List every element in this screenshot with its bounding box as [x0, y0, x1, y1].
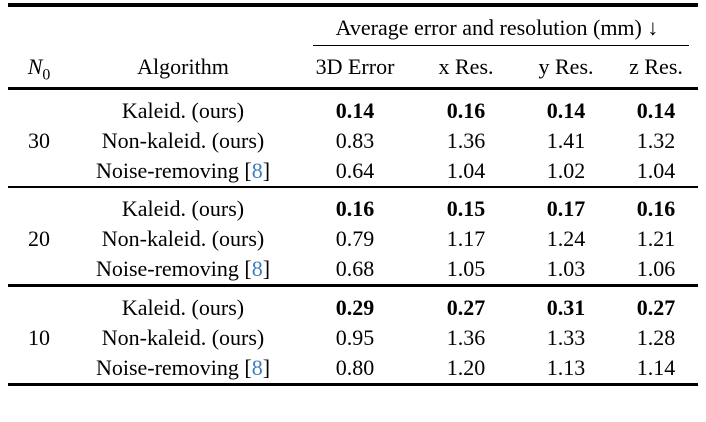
column-header-row: N0 Algorithm 3D Error x Res. y Res. z Re…: [8, 46, 698, 87]
value-3d-error: 0.68: [335, 256, 375, 281]
value-z-res: 1.06: [636, 256, 676, 281]
header-midrule: [8, 87, 698, 90]
n0-value: 30: [28, 127, 50, 153]
value-z-res: 0.14: [636, 97, 676, 123]
algorithm-cell: Noise-removing [8]: [70, 254, 296, 284]
citation-bracket: ]: [262, 354, 271, 380]
value-y-res: 1.41: [546, 127, 586, 153]
value-y-res: 0.17: [546, 196, 586, 221]
group-separator-rule: [8, 185, 698, 188]
value-x-res: 1.20: [446, 354, 486, 380]
algorithm-label: Kaleid. (ours): [121, 196, 245, 221]
value-z-res: 0.27: [636, 294, 676, 320]
value-3d-error: 0.29: [335, 294, 375, 320]
column-header-algorithm: Algorithm: [137, 53, 229, 79]
n0-symbol: N: [27, 53, 43, 79]
column-header-y-res: y Res.: [538, 53, 594, 79]
citation-link-8[interactable]: 8: [251, 354, 263, 380]
algorithm-cell: Kaleid. (ours): [70, 194, 296, 224]
value-y-res: 1.33: [546, 324, 586, 350]
citation-link-8[interactable]: 8: [251, 256, 263, 281]
algorithm-label: Noise-removing: [95, 256, 239, 281]
value-3d-error: 0.16: [335, 196, 375, 221]
span-header: Average error and resolution (mm) ↓: [335, 14, 659, 40]
algorithm-label: Noise-removing: [95, 157, 239, 183]
value-3d-error: 0.83: [335, 127, 375, 153]
algorithm-label: Noise-removing: [95, 354, 239, 380]
algorithm-cell: Noise-removing [8]: [70, 156, 296, 186]
value-y-res: 0.14: [546, 97, 586, 123]
value-3d-error: 0.79: [335, 226, 375, 251]
group-separator-rule: [8, 284, 698, 287]
value-x-res: 1.36: [446, 127, 486, 153]
citation-bracket: [: [244, 354, 252, 380]
algorithm-label: Kaleid. (ours): [121, 294, 245, 320]
value-x-res: 1.36: [446, 324, 486, 350]
bottom-rule: [8, 382, 698, 386]
group-n20: 20 Kaleid. (ours) 0.16 0.15 0.17 0.16 No…: [8, 188, 698, 284]
algorithm-cell: Noise-removing [8]: [70, 353, 296, 383]
column-header-n0: N0: [8, 46, 70, 87]
algorithm-label: Non-kaleid. (ours): [101, 324, 265, 350]
value-x-res: 1.05: [446, 256, 486, 281]
n0-subscript: 0: [42, 65, 51, 83]
cmidrule: [313, 44, 689, 46]
citation-bracket: ]: [262, 157, 271, 183]
value-z-res: 1.32: [636, 127, 676, 153]
value-y-res: 1.02: [546, 157, 586, 183]
algorithm-cell: Kaleid. (ours): [70, 96, 296, 126]
group-n10: 10 Kaleid. (ours) 0.29 0.27 0.31 0.27 No…: [8, 287, 698, 383]
value-z-res: 1.14: [636, 354, 676, 380]
citation-bracket: ]: [262, 256, 271, 281]
value-z-res: 1.04: [636, 157, 676, 183]
n0-value: 10: [28, 324, 50, 350]
span-header-row: Average error and resolution (mm) ↓: [8, 7, 698, 45]
column-header-x-res: x Res.: [438, 53, 494, 79]
value-z-res: 1.28: [636, 324, 676, 350]
value-x-res: 1.04: [446, 157, 486, 183]
citation-bracket: [: [244, 157, 252, 183]
top-rule: [8, 3, 698, 7]
value-z-res: 1.21: [636, 226, 676, 251]
value-x-res: 0.15: [446, 196, 486, 221]
value-x-res: 1.17: [446, 226, 486, 251]
value-x-res: 0.16: [446, 97, 486, 123]
algorithm-cell: Non-kaleid. (ours): [70, 224, 296, 254]
algorithm-cell: Kaleid. (ours): [70, 293, 296, 323]
algorithm-cell: Non-kaleid. (ours): [70, 126, 296, 156]
algorithm-cell: Non-kaleid. (ours): [70, 323, 296, 353]
algorithm-label: Non-kaleid. (ours): [101, 226, 265, 251]
citation-bracket: [: [244, 256, 252, 281]
algorithm-label: Non-kaleid. (ours): [101, 127, 265, 153]
value-x-res: 0.27: [446, 294, 486, 320]
value-y-res: 1.24: [546, 226, 586, 251]
value-y-res: 0.31: [546, 294, 586, 320]
n0-value: 20: [28, 226, 50, 251]
value-y-res: 1.03: [546, 256, 586, 281]
value-z-res: 0.16: [636, 196, 676, 221]
value-3d-error: 0.14: [335, 97, 375, 123]
value-3d-error: 0.95: [335, 324, 375, 350]
value-y-res: 1.13: [546, 354, 586, 380]
value-3d-error: 0.64: [335, 157, 375, 183]
group-n30: 30 Kaleid. (ours) 0.14 0.16 0.14 0.14 No…: [8, 90, 698, 186]
results-table: Average error and resolution (mm) ↓ N0 A…: [8, 3, 698, 386]
column-header-z-res: z Res.: [629, 53, 683, 79]
citation-link-8[interactable]: 8: [251, 157, 263, 183]
algorithm-label: Kaleid. (ours): [121, 97, 245, 123]
value-3d-error: 0.80: [335, 354, 375, 380]
column-header-3d-error: 3D Error: [315, 53, 395, 79]
